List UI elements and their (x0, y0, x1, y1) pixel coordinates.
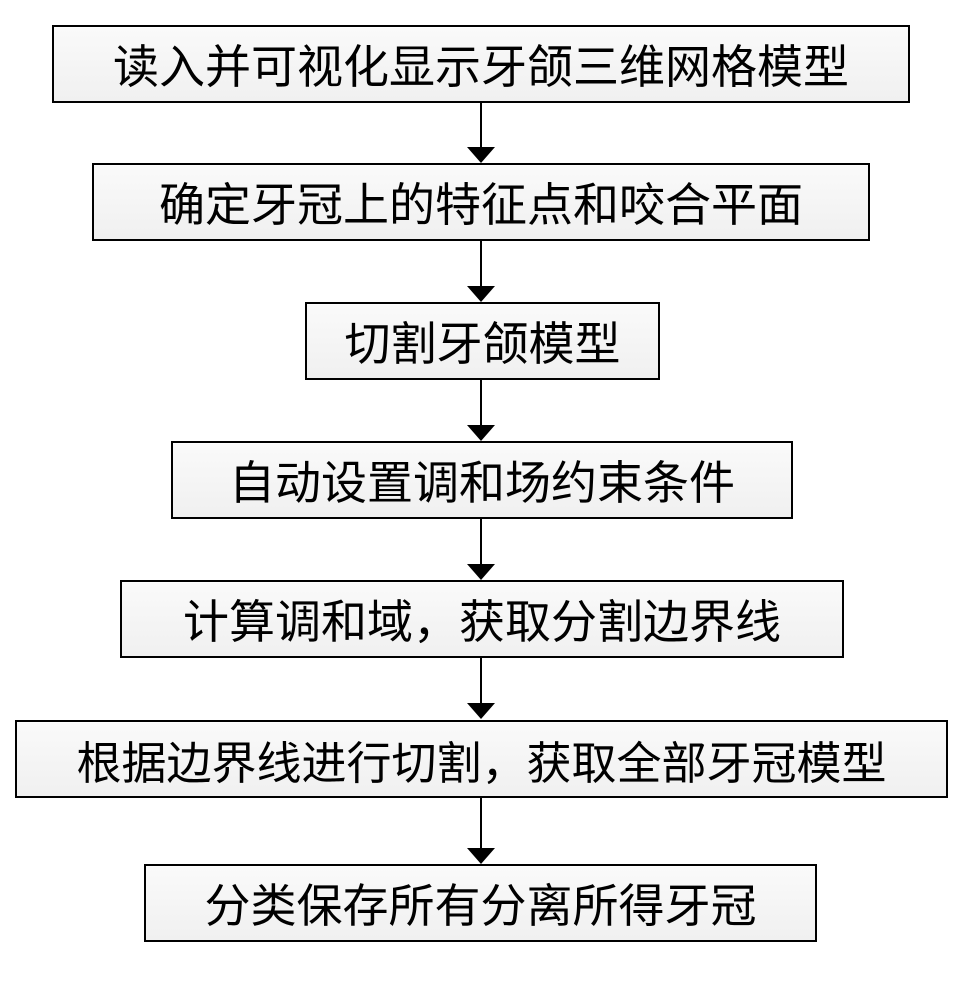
flowchart-step-2: 确定牙冠上的特征点和咬合平面 (92, 163, 870, 241)
arrow-5-6-line (480, 658, 482, 705)
flowchart-container: 读入并可视化显示牙颌三维网格模型 确定牙冠上的特征点和咬合平面 切割牙颌模型 自… (0, 0, 962, 1000)
flowchart-step-2-label: 确定牙冠上的特征点和咬合平面 (159, 169, 803, 235)
flowchart-step-3-label: 切割牙颌模型 (345, 308, 621, 374)
arrow-4-5-line (480, 519, 482, 566)
arrow-3-4-head (467, 425, 495, 441)
arrow-3-4-line (480, 380, 482, 427)
flowchart-step-4-label: 自动设置调和场约束条件 (229, 447, 735, 513)
flowchart-step-3: 切割牙颌模型 (305, 302, 660, 380)
arrow-1-2-line (480, 103, 482, 149)
flowchart-step-1-label: 读入并可视化显示牙颌三维网格模型 (113, 31, 849, 97)
arrow-6-7-line (480, 798, 482, 850)
flowchart-step-6-label: 根据边界线进行切割，获取全部牙冠模型 (76, 727, 886, 792)
arrow-2-3-head (467, 286, 495, 302)
flowchart-step-7: 分类保存所有分离所得牙冠 (144, 864, 817, 942)
flowchart-step-5: 计算调和域，获取分割边界线 (120, 580, 844, 658)
arrow-2-3-line (480, 241, 482, 288)
flowchart-step-6: 根据边界线进行切割，获取全部牙冠模型 (15, 720, 948, 798)
arrow-4-5-head (467, 564, 495, 580)
arrow-6-7-head (467, 848, 495, 864)
flowchart-step-5-label: 计算调和域，获取分割边界线 (183, 586, 781, 652)
flowchart-step-4: 自动设置调和场约束条件 (171, 441, 793, 519)
arrow-5-6-head (467, 703, 495, 719)
flowchart-step-1: 读入并可视化显示牙颌三维网格模型 (52, 25, 910, 103)
arrow-1-2-head (467, 147, 495, 163)
flowchart-step-7-label: 分类保存所有分离所得牙冠 (205, 870, 757, 936)
